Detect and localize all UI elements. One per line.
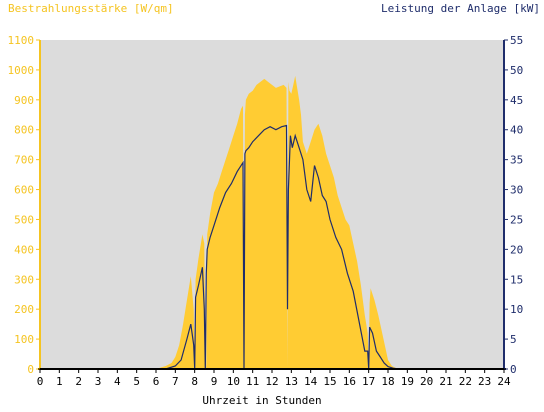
series-layer — [40, 75, 504, 370]
x-tick-label: 19 — [401, 375, 414, 388]
left-y-tick-label: 400 — [14, 243, 34, 256]
x-tick-label: 9 — [211, 375, 218, 388]
right-y-tick-label: 35 — [510, 154, 523, 167]
x-tick-label: 12 — [265, 375, 278, 388]
x-tick-label: 13 — [285, 375, 298, 388]
x-tick-label: 20 — [420, 375, 433, 388]
x-tick-label: 6 — [153, 375, 160, 388]
right-y-tick-label: 50 — [510, 64, 523, 77]
right-y-tick-label: 45 — [510, 94, 523, 107]
x-tick-label: 24 — [497, 375, 511, 388]
x-tick-label: 2 — [75, 375, 82, 388]
x-tick-label: 16 — [343, 375, 356, 388]
x-tick-label: 0 — [37, 375, 44, 388]
x-tick-label: 21 — [439, 375, 452, 388]
left-y-tick-label: 600 — [14, 184, 34, 197]
x-tick-label: 10 — [227, 375, 240, 388]
x-tick-label: 23 — [478, 375, 491, 388]
left-axis-title: Bestrahlungsstärke [W/qm] — [8, 2, 174, 15]
axes-layer: 0100200300400500600700800900100011000510… — [8, 34, 524, 388]
left-y-tick-label: 800 — [14, 124, 34, 137]
right-y-tick-label: 25 — [510, 213, 523, 226]
left-y-tick-label: 1000 — [8, 64, 35, 77]
left-y-tick-label: 0 — [27, 363, 34, 376]
x-tick-label: 4 — [114, 375, 121, 388]
right-y-tick-label: 55 — [510, 34, 523, 47]
left-y-tick-label: 100 — [14, 333, 34, 346]
x-tick-label: 1 — [56, 375, 63, 388]
x-tick-label: 14 — [304, 375, 318, 388]
right-y-tick-label: 10 — [510, 303, 523, 316]
x-tick-label: 17 — [362, 375, 375, 388]
x-tick-label: 8 — [191, 375, 198, 388]
left-y-tick-label: 200 — [14, 303, 34, 316]
power-line — [40, 124, 504, 370]
left-y-tick-label: 500 — [14, 213, 34, 226]
x-tick-label: 18 — [381, 375, 394, 388]
x-tick-label: 22 — [459, 375, 472, 388]
right-y-tick-label: 5 — [510, 333, 517, 346]
x-tick-label: 15 — [323, 375, 336, 388]
x-tick-label: 11 — [246, 375, 259, 388]
right-y-tick-label: 15 — [510, 273, 523, 286]
right-y-tick-label: 30 — [510, 184, 523, 197]
right-y-tick-label: 40 — [510, 124, 523, 137]
right-axis-title: Leistung der Anlage [kW] — [381, 2, 540, 15]
x-tick-label: 3 — [95, 375, 102, 388]
left-y-tick-label: 700 — [14, 154, 34, 167]
x-axis-label: Uhrzeit in Stunden — [202, 394, 321, 407]
left-y-tick-label: 900 — [14, 94, 34, 107]
left-y-tick-label: 1100 — [8, 34, 35, 47]
left-y-tick-label: 300 — [14, 273, 34, 286]
x-tick-label: 7 — [172, 375, 179, 388]
irradiance-area — [40, 75, 504, 370]
right-y-tick-label: 0 — [510, 363, 517, 376]
x-tick-label: 5 — [133, 375, 140, 388]
right-y-tick-label: 20 — [510, 243, 523, 256]
